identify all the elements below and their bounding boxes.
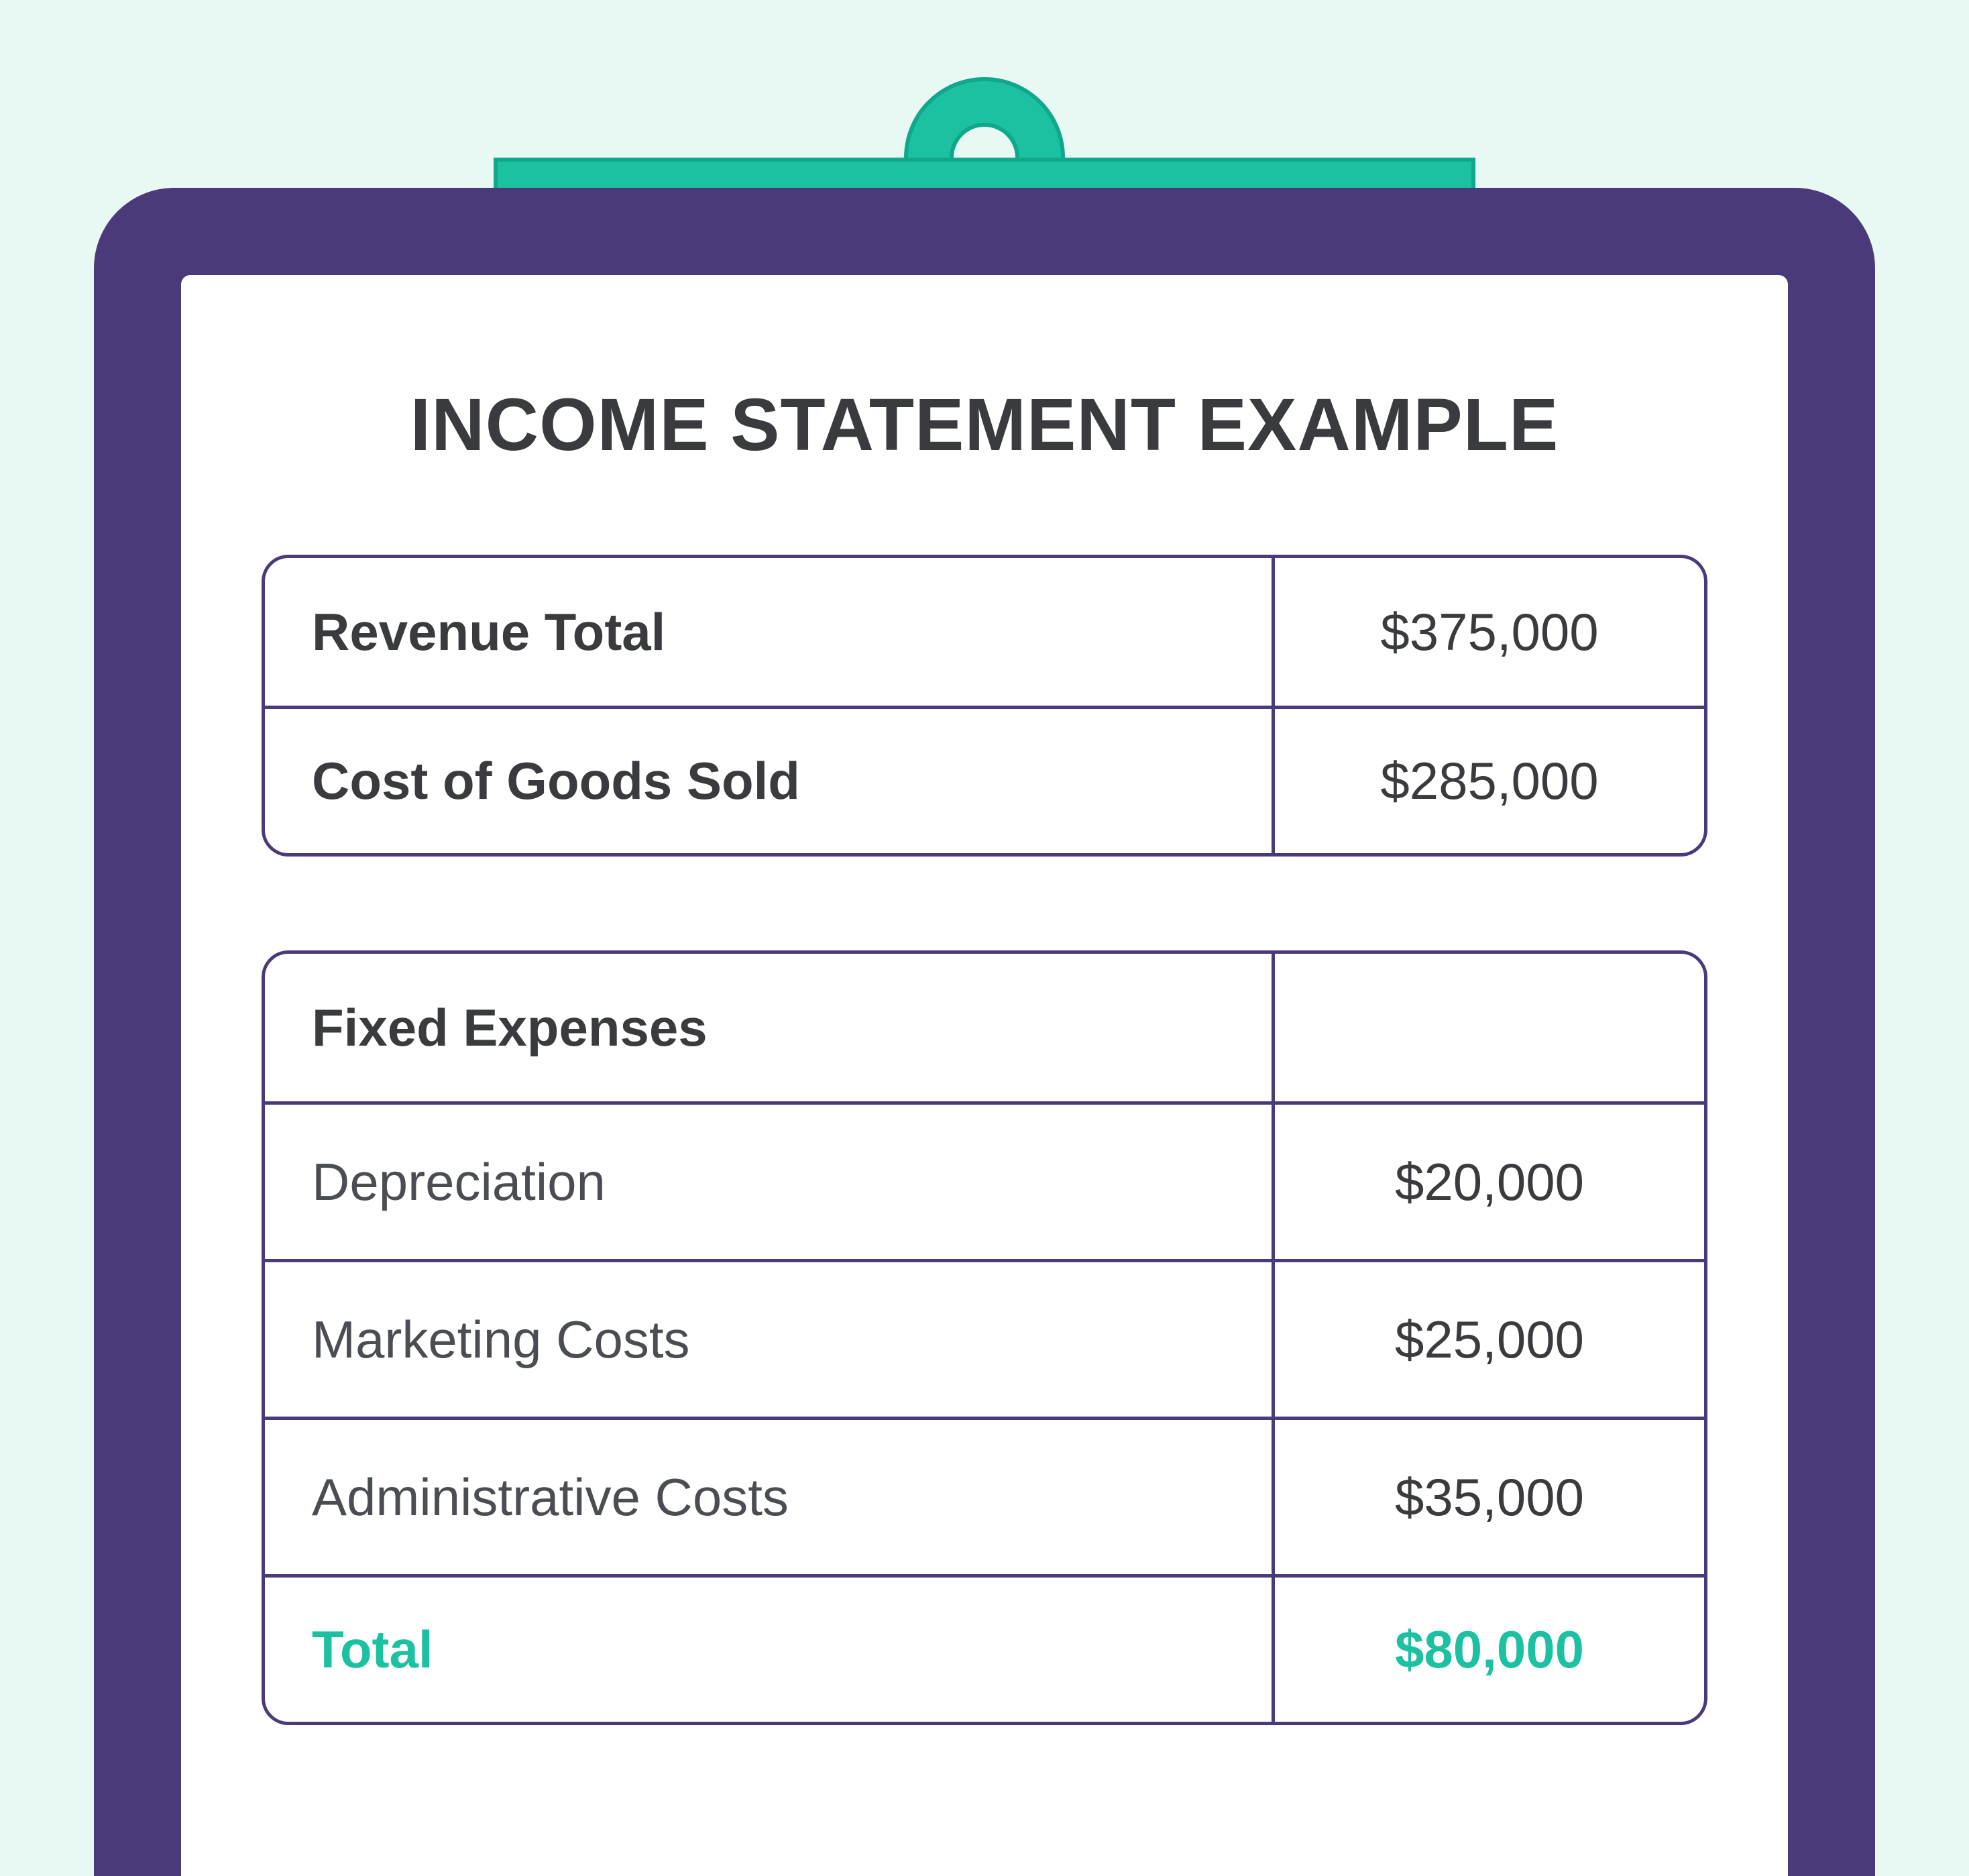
table-row: Marketing Costs $25,000: [265, 1259, 1704, 1417]
expenses-table: Fixed Expenses Depreciation $20,000 Mark…: [262, 950, 1707, 1725]
table-row-total: Total $80,000: [265, 1574, 1704, 1722]
table-row: Cost of Goods Sold $285,000: [265, 706, 1704, 853]
row-label: Marketing Costs: [265, 1262, 1275, 1417]
table-row: Depreciation $20,000: [265, 1101, 1704, 1259]
summary-table: Revenue Total $375,000 Cost of Goods Sol…: [262, 555, 1707, 857]
row-label: Depreciation: [265, 1105, 1275, 1259]
table-row: Fixed Expenses: [265, 954, 1704, 1101]
expenses-header-value: [1275, 954, 1704, 1101]
row-label: Cost of Goods Sold: [265, 709, 1275, 853]
table-row: Administrative Costs $35,000: [265, 1417, 1704, 1574]
table-row: Revenue Total $375,000: [265, 558, 1704, 706]
page-title: INCOME STATEMENT EXAMPLE: [262, 382, 1707, 467]
row-value: $35,000: [1275, 1420, 1704, 1574]
clipboard-paper: INCOME STATEMENT EXAMPLE Revenue Total $…: [181, 275, 1788, 1876]
total-label: Total: [265, 1578, 1275, 1722]
row-value: $285,000: [1275, 709, 1704, 853]
clip-ring-hole-icon: [950, 123, 1019, 192]
stage: INCOME STATEMENT EXAMPLE Revenue Total $…: [0, 0, 1969, 1876]
clipboard-board: INCOME STATEMENT EXAMPLE Revenue Total $…: [94, 188, 1875, 1876]
row-value: $375,000: [1275, 558, 1704, 706]
row-label: Revenue Total: [265, 558, 1275, 706]
total-value: $80,000: [1275, 1578, 1704, 1722]
expenses-header-label: Fixed Expenses: [265, 954, 1275, 1101]
row-value: $20,000: [1275, 1105, 1704, 1259]
row-value: $25,000: [1275, 1262, 1704, 1417]
row-label: Administrative Costs: [265, 1420, 1275, 1574]
